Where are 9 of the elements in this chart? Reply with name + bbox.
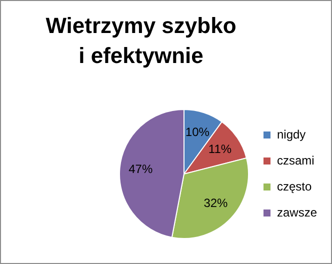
legend-label: nigdy <box>276 127 306 142</box>
legend-label: czsami <box>276 153 314 168</box>
data-label: 10% <box>185 124 210 139</box>
data-label: 11% <box>208 142 232 156</box>
data-label: 32% <box>204 196 228 210</box>
chart-title: Wietrzymy szybko i efektywnie <box>44 12 238 70</box>
legend-label: często <box>276 179 312 194</box>
data-label: 47% <box>128 162 153 176</box>
legend-label: zawsze <box>276 205 318 220</box>
